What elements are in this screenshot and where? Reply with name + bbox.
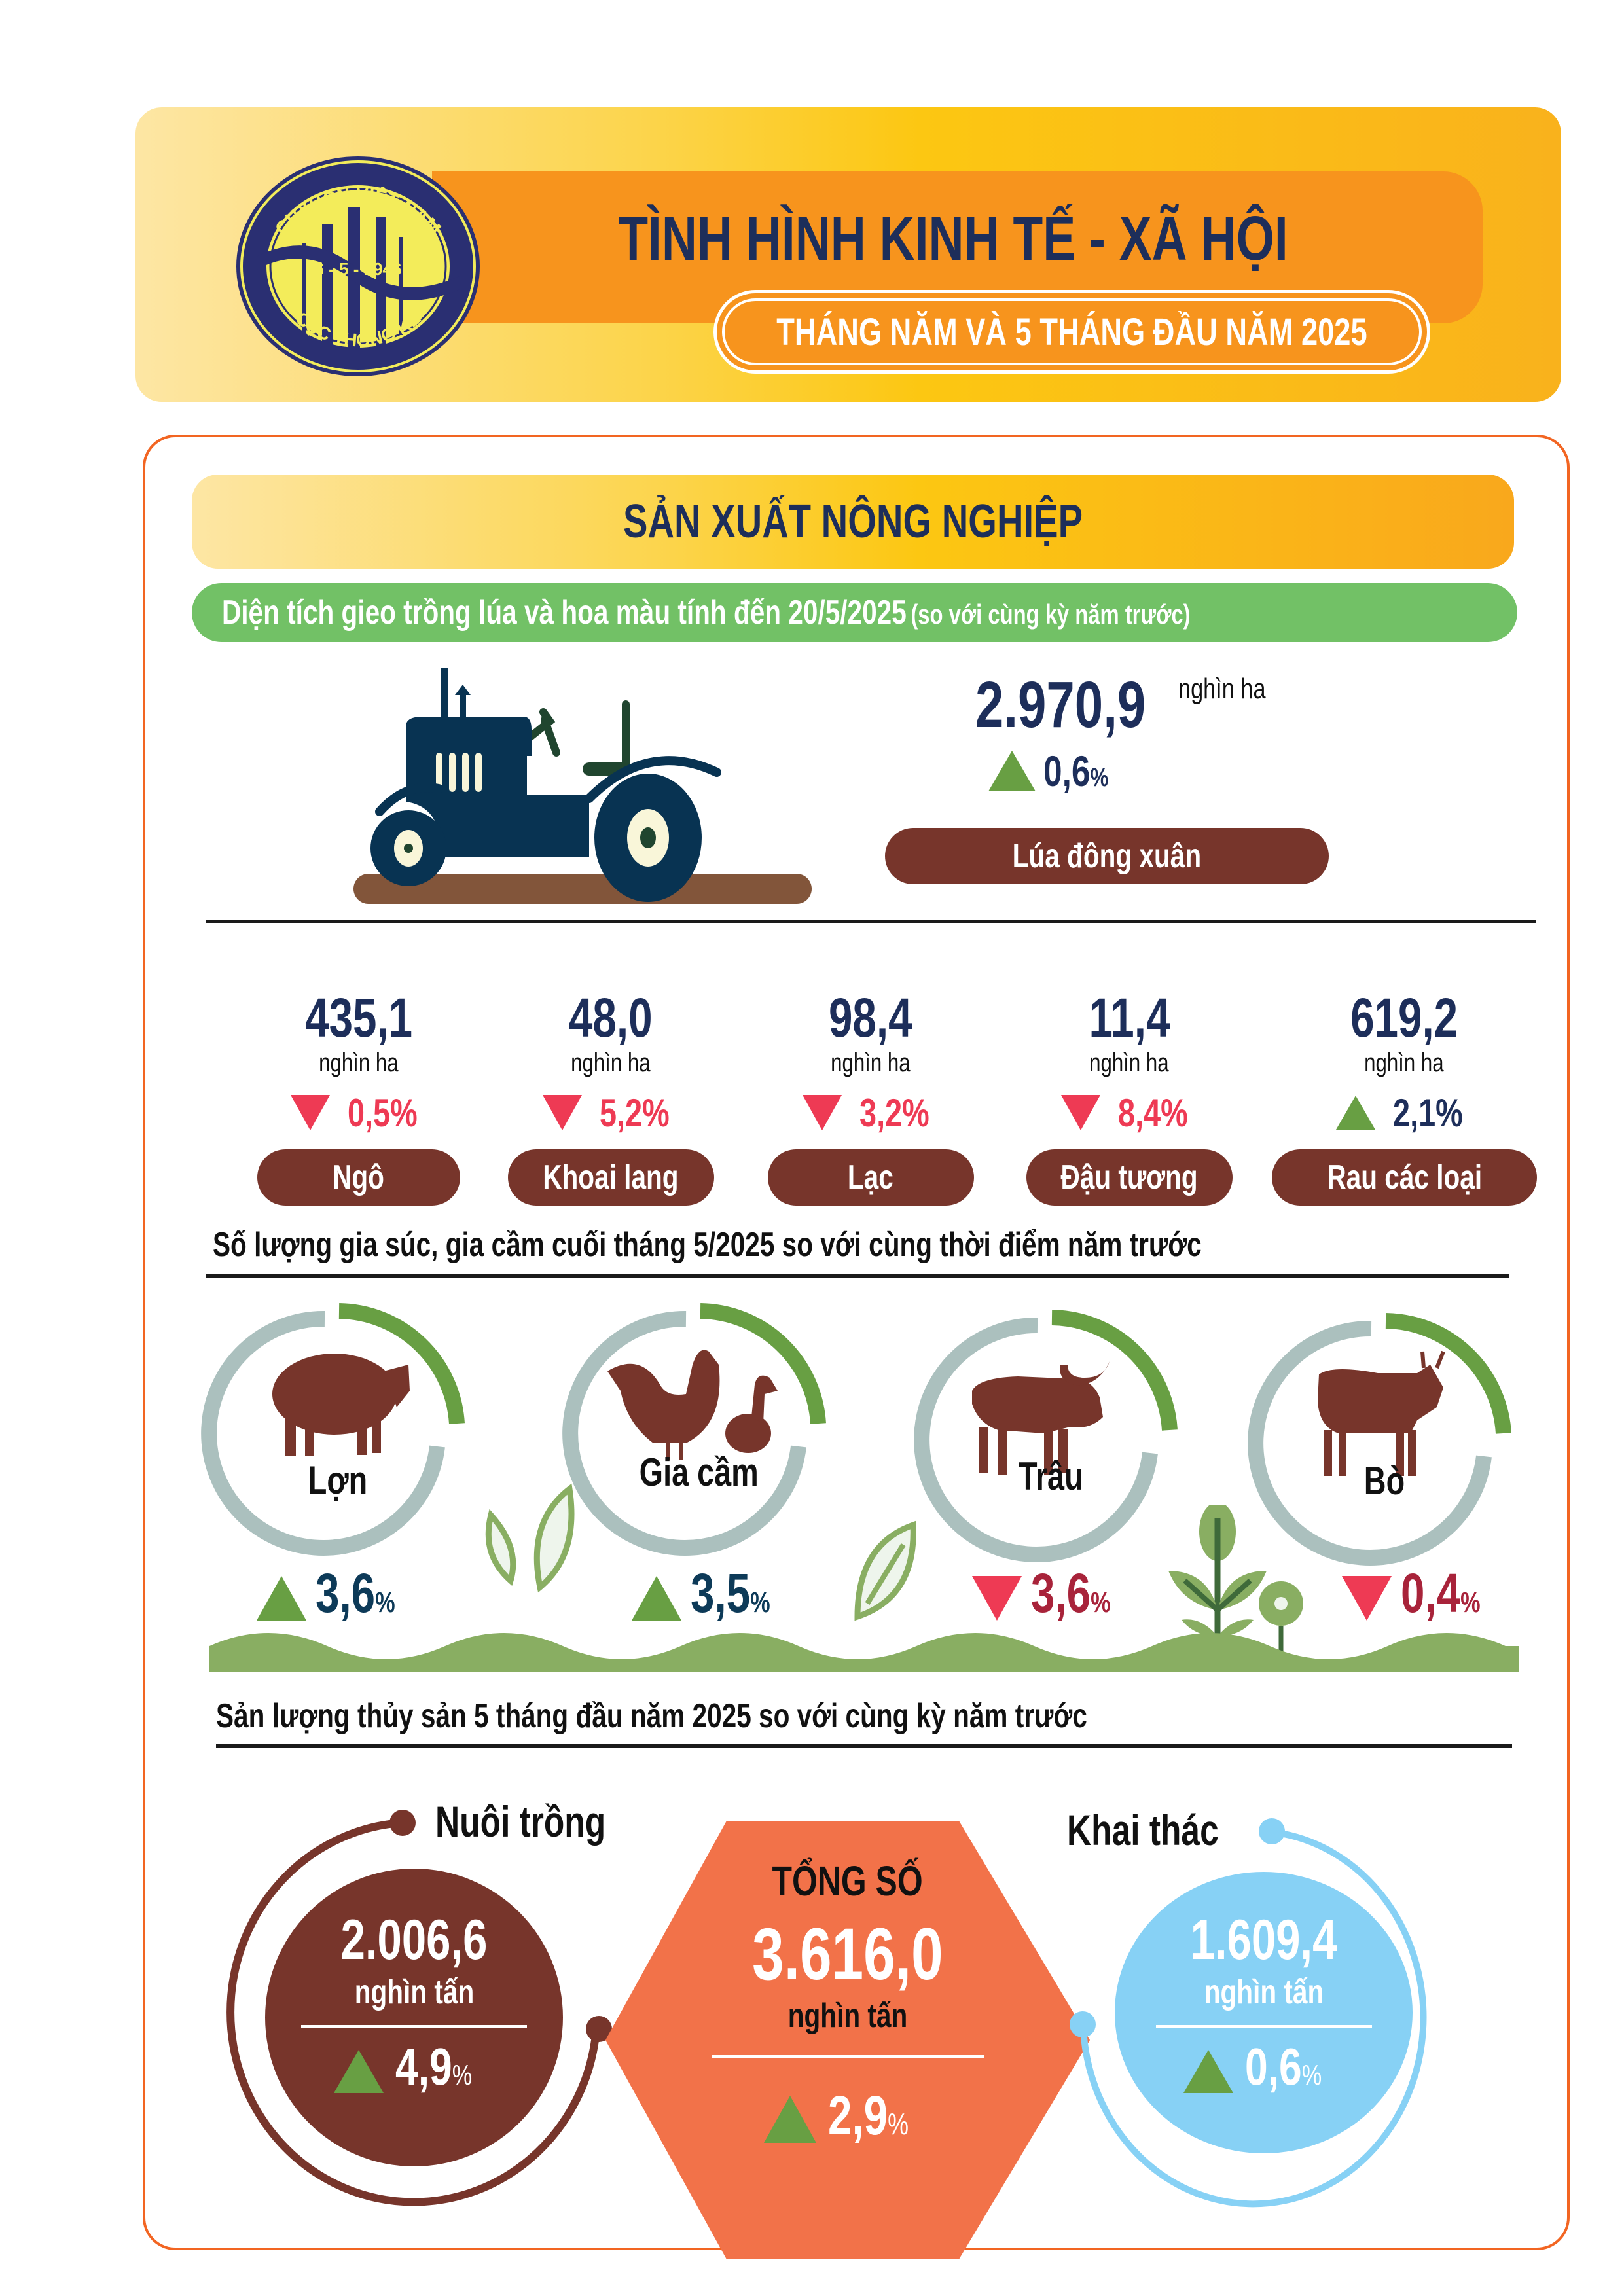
arrow-down-icon [1060, 1095, 1100, 1130]
section-title: SẢN XUẤT NÔNG NGHIỆP [623, 495, 1083, 548]
crop-vegetables: 619,2 nghìn ha 2,1% Rau các loại [1272, 988, 1537, 1206]
leaves-icon [485, 1483, 575, 1593]
fisheries-heading: Sản lượng thủy sản 5 tháng đầu năm 2025 … [216, 1697, 1087, 1735]
poultry-change: 3,5% [632, 1566, 793, 1621]
livestock-pig: Lợn [200, 1293, 475, 1568]
divider [206, 920, 1536, 923]
arrow-up-icon [1183, 2050, 1234, 2093]
cattle-change: 0,4% [1342, 1566, 1503, 1621]
arrow-down-icon [972, 1576, 1022, 1621]
capture-circle: 1.609,4 nghìn tấn 0,6% [1115, 1872, 1413, 2153]
rice-change: 0,6% [988, 746, 1127, 796]
buffalo-change: 3,6% [972, 1566, 1133, 1621]
livestock-heading: Số lượng gia súc, gia cầm cuối tháng 5/2… [213, 1226, 1202, 1264]
planting-heading-bar: Diện tích gieo trồng lúa và hoa màu tính… [192, 583, 1517, 642]
arrow-up-icon [334, 2050, 384, 2093]
arrow-up-icon [632, 1576, 681, 1621]
subtitle-badge: THÁNG NĂM VÀ 5 THÁNG ĐẦU NĂM 2025 [713, 290, 1430, 374]
capture-label: Khai thác [1067, 1806, 1219, 1854]
planting-heading: Diện tích gieo trồng lúa và hoa màu tính… [222, 594, 907, 632]
capture-ring [1070, 1818, 1427, 2208]
crop-soybean: 11,4 nghìn ha 8,4% Đậu tương [1021, 988, 1237, 1206]
aquaculture-ring [226, 1810, 612, 2206]
arrow-up-icon [257, 1576, 306, 1621]
tractor-icon [353, 668, 812, 904]
arrow-down-icon [290, 1095, 330, 1130]
aquaculture-label: Nuôi trồng [435, 1797, 606, 1846]
logo-date: 6 - 5 - 1946 [315, 259, 402, 279]
rice-area-value: 2.970,9 [975, 668, 1146, 742]
crop-peanut: 98,4 nghìn ha 3,2% Lạc [763, 988, 979, 1206]
sprout-plant-icon [1168, 1505, 1303, 1669]
crop-corn: 435,1 nghìn ha 0,5% Ngô [251, 988, 467, 1206]
leaf-icon [854, 1520, 916, 1621]
livestock-cattle: Bò [1247, 1302, 1522, 1577]
planting-heading-note: (so với cùng kỳ năm trước) [911, 599, 1191, 630]
livestock-poultry: Gia cầm [562, 1293, 837, 1568]
livestock-buffalo: Trâu [913, 1299, 1188, 1574]
gso-logo-icon: CHXHCN VIỆT NAM 6 - 5 - 1946 CỤC THỐNG K… [236, 156, 480, 376]
divider [216, 1744, 1512, 1748]
arrow-down-icon [802, 1095, 842, 1130]
aquaculture-circle: 2.006,6 nghìn tấn 4,9% [265, 1869, 563, 2166]
pig-icon [272, 1354, 410, 1456]
arrow-up-icon [764, 2096, 817, 2143]
grass-wave-ground [209, 1633, 1519, 1672]
arrow-down-icon [542, 1095, 582, 1130]
divider [206, 1274, 1509, 1278]
buffalo-icon [972, 1361, 1110, 1475]
poultry-icon [607, 1350, 778, 1460]
arrow-up-icon [988, 751, 1036, 791]
total-content: TỔNG SỐ 3.616,0 nghìn tấn 2,9% [605, 1821, 1090, 2143]
section-title-bar: SẢN XUẤT NÔNG NGHIỆP [192, 475, 1514, 569]
rice-label-pill: Lúa đông xuân [885, 828, 1329, 884]
rice-area-unit: nghìn ha [1178, 673, 1266, 705]
crop-sweet-potato: 48,0 nghìn ha 5,2% Khoai lang [503, 988, 719, 1206]
arrow-down-icon [1342, 1576, 1392, 1621]
arrow-up-icon [1335, 1096, 1375, 1130]
pig-change: 3,6% [257, 1566, 418, 1621]
page-title: TÌNH HÌNH KINH TẾ - XÃ HỘI [618, 204, 1288, 274]
subtitle-text: THÁNG NĂM VÀ 5 THÁNG ĐẦU NĂM 2025 [776, 310, 1367, 353]
total-hexagon [605, 1821, 1090, 2259]
cow-icon [1318, 1350, 1445, 1476]
